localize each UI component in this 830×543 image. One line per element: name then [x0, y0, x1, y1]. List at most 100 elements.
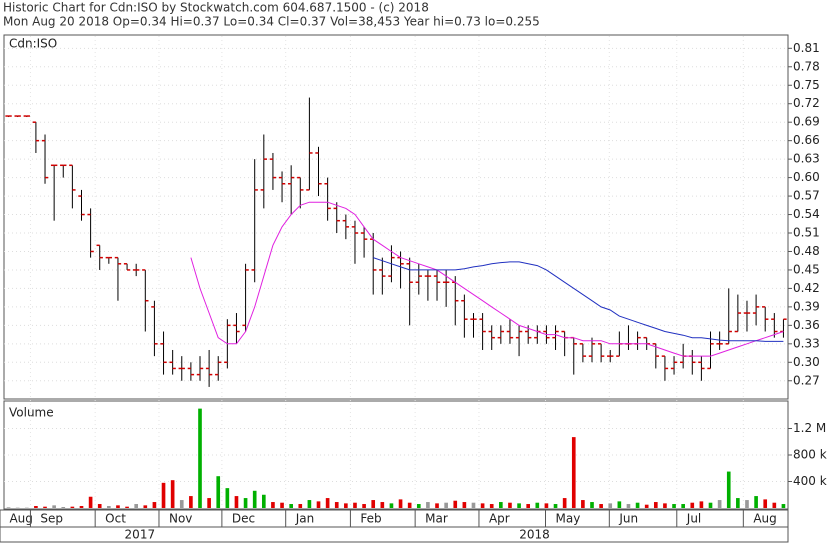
- volume-bar: [170, 480, 175, 508]
- volume-bar: [726, 471, 731, 508]
- x-tick-label: May: [556, 512, 581, 526]
- x-tick-label: Sep: [40, 512, 63, 526]
- volume-bar: [243, 498, 248, 508]
- volume-bar: [644, 504, 649, 508]
- y-tick-label: 0.60: [793, 170, 820, 184]
- y-tick-label: 0.48: [793, 244, 820, 258]
- volume-bar: [453, 500, 458, 508]
- volume-bar: [416, 504, 421, 508]
- y-tick-label: 0.54: [793, 207, 820, 221]
- volume-bar: [152, 502, 157, 508]
- volume-bar: [407, 502, 412, 508]
- volume-bar: [125, 506, 129, 508]
- volume-bar: [107, 506, 111, 508]
- y-tick-label: 0.57: [793, 189, 820, 203]
- volume-bar: [234, 496, 239, 508]
- volume-bar: [225, 488, 230, 508]
- volume-bar: [143, 505, 148, 508]
- volume-bar: [435, 503, 439, 508]
- volume-bar: [371, 500, 376, 508]
- y-tick-label: 0.66: [793, 133, 820, 147]
- y2-tick-label: 400 k: [793, 474, 827, 488]
- price-label: Cdn:ISO: [9, 37, 57, 51]
- y-tick-label: 0.45: [793, 262, 820, 276]
- volume-bar: [426, 502, 430, 508]
- volume-bar: [763, 499, 768, 508]
- date-axis: [0, 509, 789, 543]
- volume-bar: [690, 502, 695, 508]
- volume-bar: [216, 476, 221, 508]
- volume-bar: [207, 498, 211, 508]
- y-tick-label: 0.42: [793, 281, 820, 295]
- volume-bar: [517, 503, 521, 508]
- year-label: 2018: [519, 528, 550, 542]
- x-tick-label: Dec: [232, 512, 255, 526]
- volume-bar: [772, 502, 777, 508]
- volume-bar: [462, 502, 467, 508]
- volume-bar: [544, 503, 549, 508]
- volume-bar: [471, 502, 476, 508]
- volume-bar: [353, 502, 357, 508]
- volume-bar: [198, 408, 202, 508]
- y-tick-label: 0.72: [793, 96, 820, 110]
- volume-bar: [781, 504, 786, 508]
- y-tick-label: 0.30: [793, 355, 820, 369]
- x-tick-label: Jan: [295, 512, 315, 526]
- moving-average: [373, 257, 784, 342]
- volume-bar: [480, 503, 485, 508]
- moving-average: [190, 201, 784, 357]
- x-tick-label: Jun: [618, 512, 638, 526]
- volume-bar: [34, 506, 38, 508]
- volume-bar: [745, 500, 749, 508]
- year-label: 2017: [125, 528, 156, 542]
- volume-bar: [298, 504, 303, 508]
- volume-bar: [754, 496, 758, 508]
- y-tick-label: 0.81: [793, 41, 820, 55]
- x-tick-label: Apr: [489, 512, 510, 526]
- volume-bar: [325, 498, 330, 508]
- volume-bar: [672, 504, 676, 508]
- volume-bar: [189, 496, 193, 508]
- y-tick-label: 0.69: [793, 115, 820, 129]
- volume-bar: [663, 503, 667, 508]
- x-tick-label: Feb: [360, 512, 381, 526]
- volume-bar: [635, 502, 640, 508]
- volume-bar: [717, 500, 722, 508]
- volume-bar: [307, 500, 312, 508]
- volume-bar: [489, 504, 494, 508]
- volume-bar: [553, 504, 558, 508]
- volume-bar: [581, 500, 585, 508]
- y-tick-label: 0.36: [793, 318, 820, 332]
- volume-bar: [289, 504, 293, 508]
- chart-title: Historic Chart for Cdn:ISO by Stockwatch…: [3, 1, 429, 15]
- volume-bar: [617, 501, 622, 508]
- volume-bar: [43, 506, 47, 508]
- volume-bar: [134, 504, 139, 508]
- y-tick-label: 0.78: [793, 59, 820, 73]
- volume-bar: [398, 499, 403, 508]
- y2-tick-label: 800 k: [793, 448, 827, 462]
- volume-bar: [608, 503, 613, 508]
- volume-bar: [526, 504, 531, 508]
- volume-bar: [70, 506, 75, 508]
- volume-bar: [389, 503, 394, 508]
- volume-bar: [708, 502, 713, 508]
- volume-bar: [61, 507, 66, 508]
- chart-subtitle: Mon Aug 20 2018 Op=0.34 Hi=0.37 Lo=0.34 …: [3, 15, 540, 29]
- volume-bar: [444, 502, 448, 508]
- y2-tick-label: 1.2 M: [793, 421, 826, 435]
- volume-bar: [116, 505, 120, 508]
- volume-bar: [97, 504, 102, 508]
- volume-bar: [6, 507, 11, 508]
- volume-bar: [316, 501, 321, 508]
- plot-area: 0.27 0.30 0.33 0.36 0.39 0.42 0.45 0.48 0.51 0.54…: [4, 36, 827, 542]
- volume-bar: [52, 505, 56, 508]
- volume-bar: [334, 502, 339, 508]
- y-tick-label: 0.51: [793, 226, 820, 240]
- volume-bar: [562, 498, 567, 508]
- x-tick-label: Nov: [169, 512, 192, 526]
- x-tick-label: Aug: [9, 512, 32, 526]
- volume-bar: [261, 494, 266, 508]
- volume-bar: [344, 503, 348, 508]
